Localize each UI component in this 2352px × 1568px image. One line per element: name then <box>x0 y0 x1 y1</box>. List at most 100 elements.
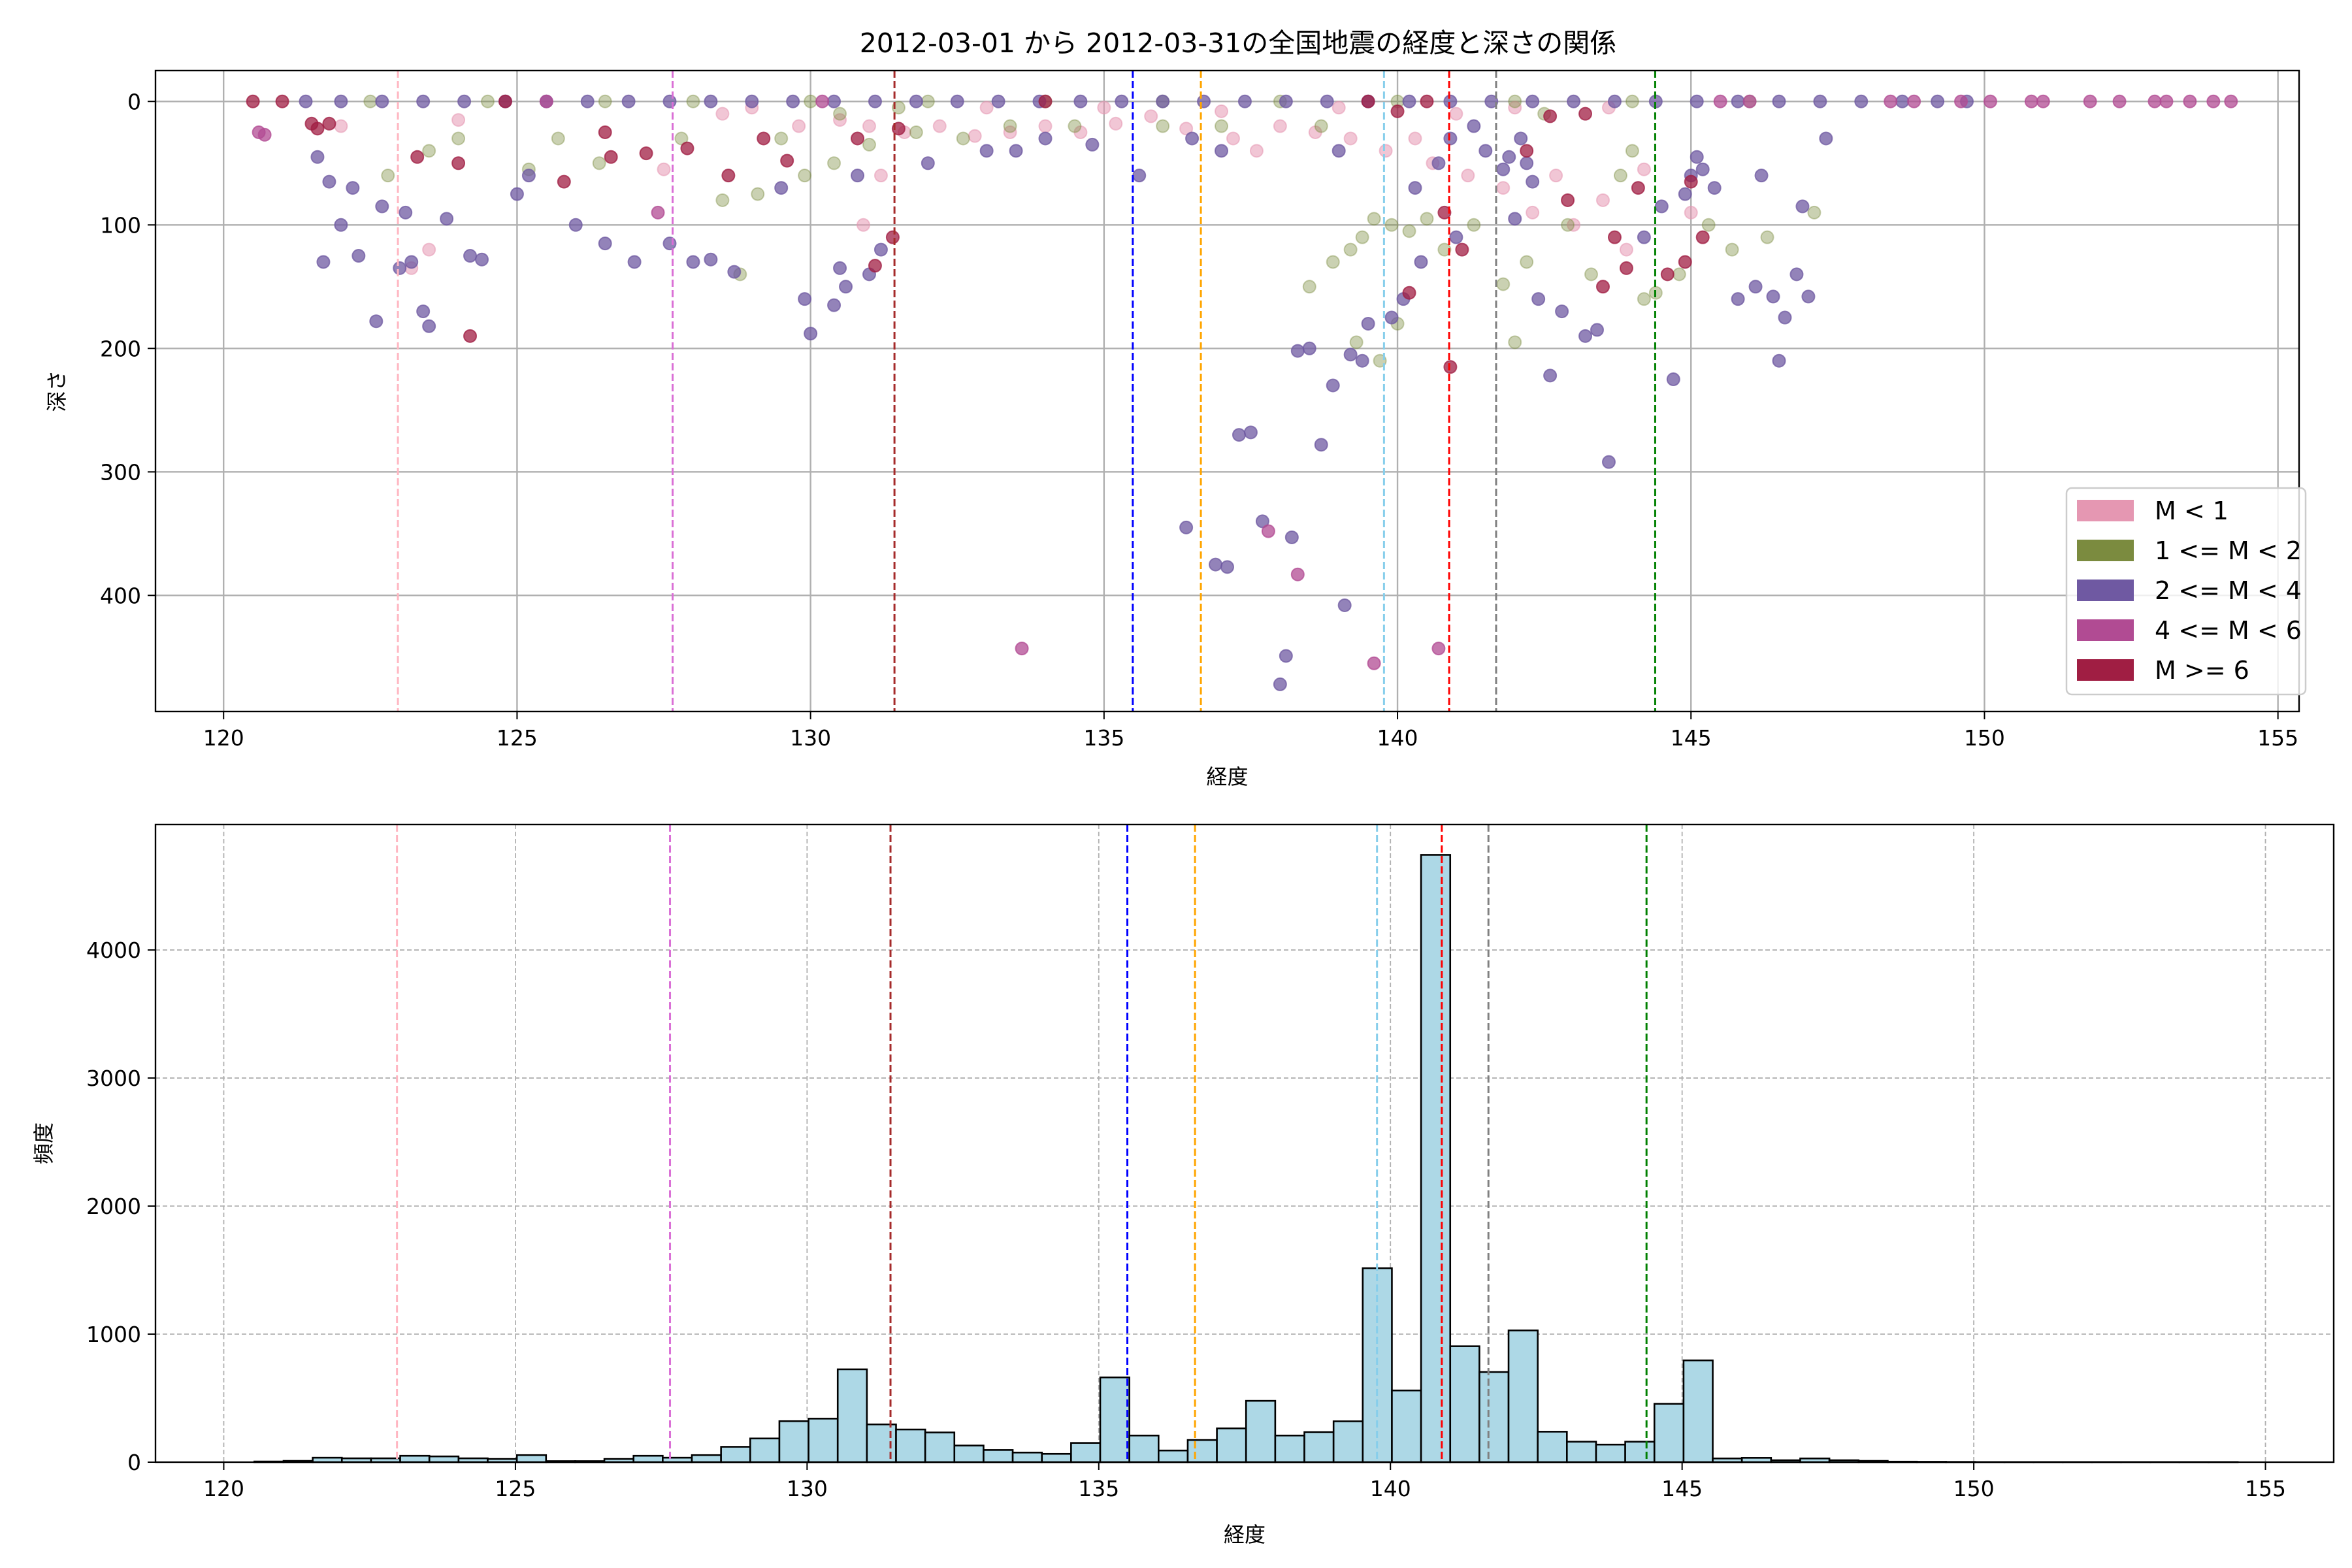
scatter-point <box>1954 94 1968 108</box>
scatter-point <box>1578 106 1593 121</box>
scatter-point <box>1607 94 1622 108</box>
scatter-point <box>451 156 466 171</box>
scatter-point <box>1443 94 1458 108</box>
scatter-point <box>275 94 289 108</box>
scatter-point <box>715 193 730 207</box>
legend-swatch <box>2077 500 2134 521</box>
scatter-point <box>1467 119 1481 133</box>
scatter-point <box>334 119 348 133</box>
scatter-point <box>1684 205 1698 220</box>
scatter-point <box>1760 230 1774 244</box>
scatter-point <box>1331 144 1346 158</box>
scatter-point <box>792 119 806 133</box>
scatter-point <box>1144 109 1158 123</box>
scatter-point <box>440 212 454 226</box>
scatter-point <box>1361 94 1375 108</box>
scatter-point <box>1068 119 1082 133</box>
scatter-point <box>1197 94 1211 108</box>
scatter-y-tick-label: 100 <box>100 212 141 238</box>
scatter-point <box>481 94 495 108</box>
scatter-point <box>1073 125 1088 140</box>
scatter-point <box>833 261 847 275</box>
scatter-point <box>891 101 906 115</box>
scatter-point <box>1654 199 1669 214</box>
histogram-bar <box>953 1445 985 1463</box>
scatter-point <box>1261 524 1275 538</box>
histogram-bar <box>1011 1452 1043 1463</box>
hist-x-tick-label: 120 <box>203 1476 244 1501</box>
scatter-point <box>346 181 360 195</box>
scatter-x-tick-label: 150 <box>1964 725 2005 751</box>
legend-label: M < 1 <box>2155 497 2229 525</box>
histogram-bar <box>1653 1403 1685 1463</box>
scatter-point <box>1431 642 1446 656</box>
scatter-x-label: 経度 <box>1206 764 1248 789</box>
scatter-point <box>1179 122 1194 136</box>
scatter-point <box>1343 242 1358 257</box>
scatter-point <box>369 314 384 329</box>
scatter-point <box>1520 144 1534 158</box>
scatter-point <box>686 94 700 108</box>
scatter-point <box>2148 94 2162 108</box>
scatter-point <box>1132 169 1147 183</box>
scatter-point <box>1355 230 1369 244</box>
histogram-bar <box>924 1431 956 1463</box>
scatter-point <box>627 255 642 269</box>
scatter-point <box>2036 94 2050 108</box>
scatter-point <box>1637 162 1651 176</box>
scatter-point <box>1314 119 1328 133</box>
scatter-point <box>2183 94 2197 108</box>
scatter-point <box>891 122 906 136</box>
scatter-point <box>662 94 677 108</box>
scatter-point <box>2112 94 2127 108</box>
scatter-y-tick-label: 200 <box>100 336 141 361</box>
scatter-point <box>1449 106 1463 121</box>
histogram-bar <box>1274 1434 1305 1463</box>
scatter-point <box>1531 292 1546 306</box>
hist-y-tick-label: 3000 <box>86 1066 141 1091</box>
scatter-x-tick-label: 120 <box>203 725 244 751</box>
scatter-point <box>1355 353 1369 368</box>
scatter-point <box>592 156 606 171</box>
histogram-bar <box>1537 1431 1568 1463</box>
scatter-point <box>375 199 389 214</box>
scatter-point <box>1038 119 1053 133</box>
scatter-point <box>885 230 900 244</box>
scatter-point <box>580 94 595 108</box>
legend-swatch <box>2077 619 2134 641</box>
scatter-point <box>827 156 841 171</box>
scatter-point <box>798 292 812 306</box>
scatter-point <box>1073 94 1088 108</box>
scatter-point <box>1255 514 1269 529</box>
scatter-point <box>1520 156 1534 171</box>
scatter-point <box>1220 560 1234 574</box>
scatter-point <box>399 205 413 220</box>
scatter-point <box>1778 310 1792 325</box>
scatter-point <box>704 94 718 108</box>
scatter-point <box>979 101 994 115</box>
scatter-point <box>1015 642 1029 656</box>
scatter-axes-frame <box>154 69 2300 713</box>
scatter-point <box>422 144 436 158</box>
scatter-point <box>1731 94 1745 108</box>
histogram-bar <box>808 1418 839 1463</box>
scatter-point <box>1526 174 1540 189</box>
scatter-point <box>310 122 325 136</box>
scatter-point <box>868 94 882 108</box>
scatter-point <box>1690 94 1704 108</box>
scatter-point <box>1907 94 1921 108</box>
scatter-point <box>246 94 260 108</box>
histogram-bar <box>1624 1441 1656 1463</box>
scatter-point <box>1514 131 1528 146</box>
scatter-point <box>1625 94 1639 108</box>
scatter-point <box>551 131 565 146</box>
scatter-point <box>1431 156 1446 171</box>
scatter-point <box>827 94 841 108</box>
histogram-bar <box>1566 1441 1597 1463</box>
scatter-point <box>1772 94 1786 108</box>
histogram-bar <box>749 1437 781 1463</box>
scatter-point <box>1543 368 1558 383</box>
scatter-point <box>1884 94 1898 108</box>
hist-x-tick-label: 145 <box>1661 1476 1703 1501</box>
